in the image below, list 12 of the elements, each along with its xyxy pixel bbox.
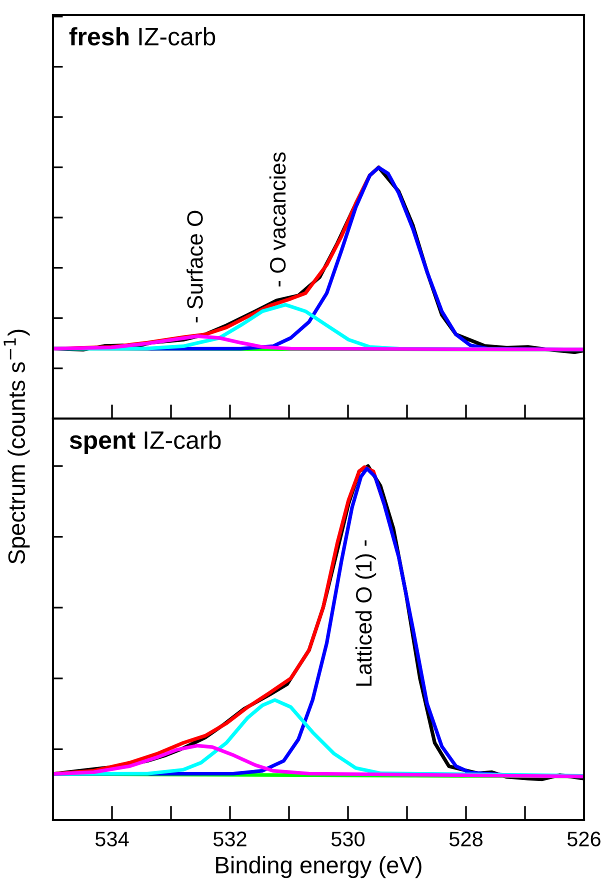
annotation: Latticed O (1) - [355, 540, 376, 686]
x-tick-label: 532 [213, 832, 246, 846]
y-axis-title: Spectrum (counts s$^{−1}$) [4, 330, 30, 564]
x-tick-label: 530 [331, 832, 365, 846]
x-axis-title: Binding energy (eV) [216, 856, 422, 878]
x-tick-label: 534 [95, 832, 129, 846]
annotation: - Surface O [186, 210, 203, 322]
chart-title: spent IZ-carb [70, 430, 221, 454]
x-tick-label: 528 [449, 832, 482, 846]
x-tick-label: 526 [567, 832, 600, 846]
chart-title: fresh IZ-carb [69, 27, 216, 46]
annotation: - O vacancies [269, 152, 286, 286]
